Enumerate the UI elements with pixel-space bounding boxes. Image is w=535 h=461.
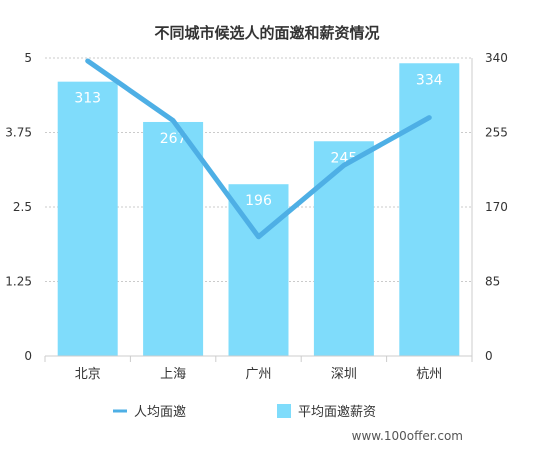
category-label: 深圳 <box>331 367 357 382</box>
line-series <box>85 58 432 240</box>
bar <box>143 121 204 356</box>
right-tick-label: 340 <box>485 51 508 65</box>
category-label: 北京 <box>75 367 101 382</box>
left-tick-label: 3.75 <box>5 126 32 140</box>
bar-value-label: 267 <box>160 131 187 147</box>
left-tick-label: 0 <box>24 349 32 363</box>
bar-value-label: 313 <box>74 91 101 107</box>
legend-label-bar: 平均面邀薪资 <box>298 405 376 420</box>
bar-value-label: 334 <box>416 72 443 88</box>
legend[interactable]: 人均面邀 平均面邀薪资 <box>113 404 376 420</box>
axes <box>44 58 473 362</box>
bars <box>57 63 460 357</box>
right-axis-ticks: 0 85 170 255 340 <box>485 51 508 363</box>
left-tick-label: 2.5 <box>13 200 32 214</box>
bar <box>399 63 460 357</box>
category-label: 上海 <box>160 367 186 382</box>
line-path <box>85 58 432 240</box>
right-tick-label: 170 <box>485 200 508 214</box>
watermark: www.100offer.com <box>352 429 463 443</box>
legend-label-line: 人均面邀 <box>134 405 186 420</box>
category-labels: 北京 上海 广州 深圳 杭州 <box>75 367 443 382</box>
category-label: 广州 <box>245 367 271 382</box>
left-tick-label: 5 <box>24 51 32 65</box>
right-tick-label: 255 <box>485 126 508 140</box>
legend-bar-swatch <box>277 404 291 418</box>
right-tick-label: 0 <box>485 349 493 363</box>
left-tick-label: 1.25 <box>5 275 32 289</box>
bar <box>313 141 374 356</box>
chart-title: 不同城市候选人的面邀和薪资情况 <box>154 24 379 42</box>
bar-value-label: 196 <box>245 193 272 209</box>
right-tick-label: 85 <box>485 275 500 289</box>
left-axis-ticks: 0 1.25 2.5 3.75 5 <box>5 51 32 363</box>
bar <box>57 81 118 356</box>
category-label: 杭州 <box>416 367 442 382</box>
